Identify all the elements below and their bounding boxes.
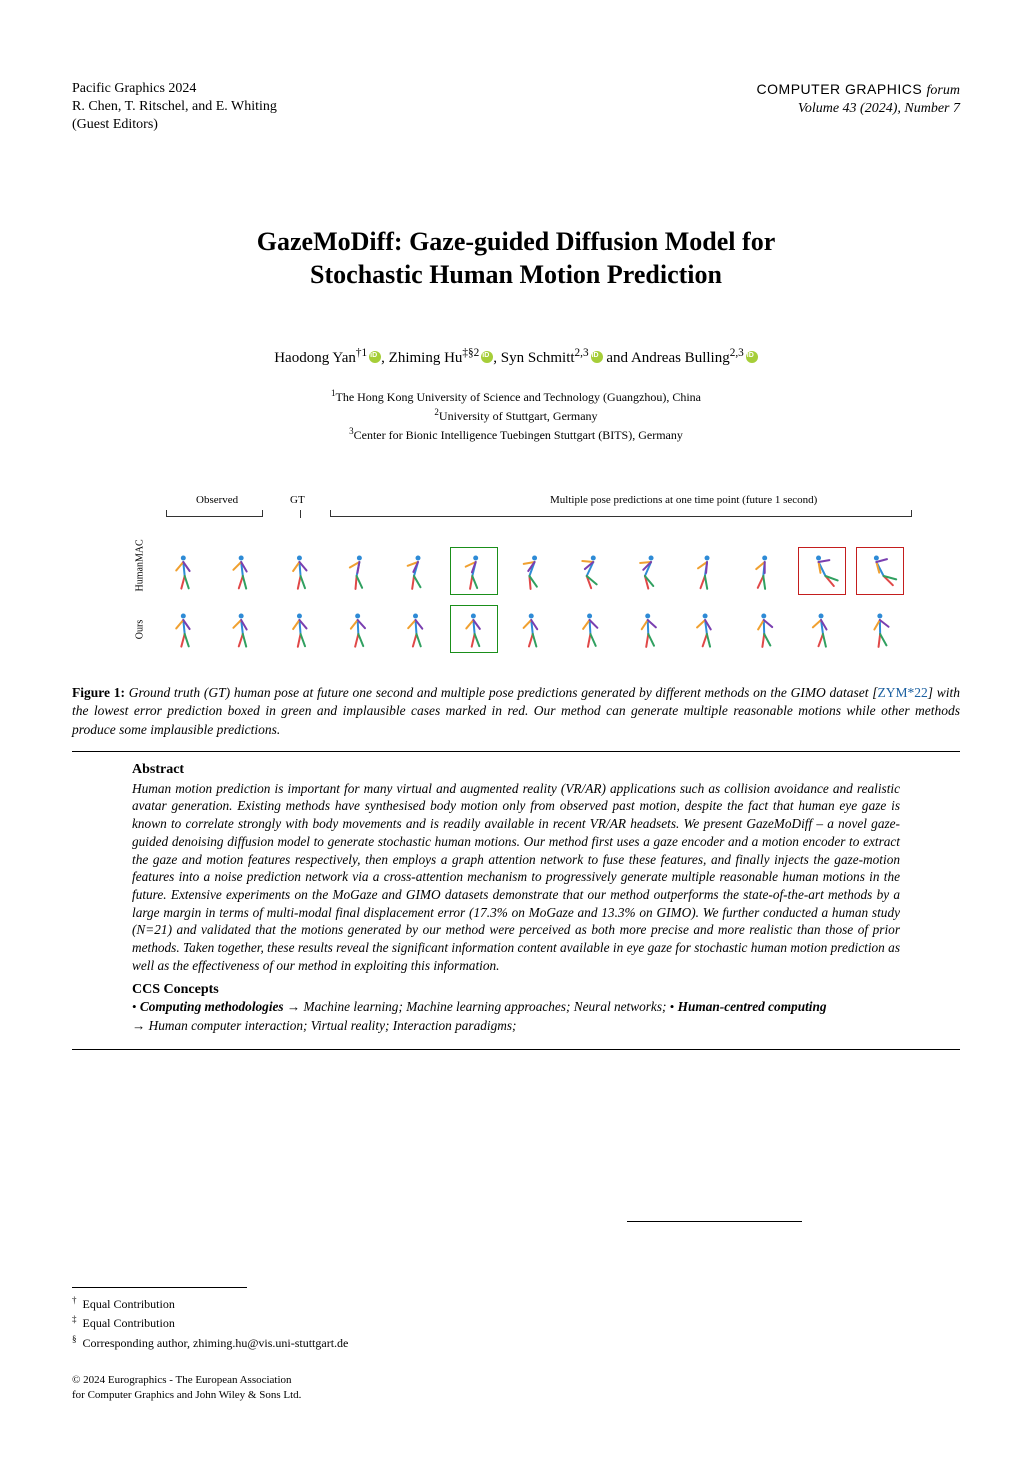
figure-1: Observed GT Multiple pose predictions at… [72, 494, 960, 654]
pose-cell [740, 547, 788, 595]
ccs-heading: CCS Concepts [132, 982, 900, 998]
author-2-marks: ‡§2 [462, 347, 479, 359]
pose-cell [276, 605, 324, 653]
pose-cell [508, 547, 556, 595]
pose-cell [740, 605, 788, 653]
ccs-cat-1: Computing methodologies [140, 999, 284, 1014]
divider-bottom [72, 1049, 960, 1050]
fig-row-ours: Ours [120, 604, 912, 654]
citation-link[interactable]: ZYM*22 [878, 685, 928, 700]
pose-cell [682, 605, 730, 653]
volume-line: Volume 43 (2024), Number 7 [757, 100, 960, 118]
paper-title: GazeMoDiff: Gaze-guided Diffusion Model … [72, 225, 960, 293]
author-1-marks: †1 [356, 347, 367, 359]
copyright-l1: © 2024 Eurographics - The European Assoc… [72, 1373, 301, 1387]
author-3: Syn Schmitt [501, 350, 575, 366]
abstract-block: Abstract Human motion prediction is impo… [72, 762, 960, 1036]
copyright-l2: for Computer Graphics and John Wiley & S… [72, 1388, 301, 1402]
header-left: Pacific Graphics 2024 R. Chen, T. Ritsch… [72, 80, 277, 135]
pose-cell [392, 547, 440, 595]
pose-cell [682, 547, 730, 595]
pose-cell [508, 605, 556, 653]
fig-row-humanmac: HumanMAC [120, 546, 912, 596]
author-2: Zhiming Hu [389, 350, 463, 366]
guest-editors-role: (Guest Editors) [72, 116, 277, 134]
pose-cell [798, 547, 846, 595]
footnote-rule-right [627, 1221, 802, 1222]
pose-cell [624, 547, 672, 595]
ccs-body: • Computing methodologies → Machine lear… [132, 998, 900, 1035]
author-1: Haodong Yan [274, 350, 356, 366]
author-list: Haodong Yan†1, Zhiming Hu‡§2, Syn Schmit… [72, 347, 960, 367]
orcid-icon[interactable] [369, 351, 381, 363]
pose-cell [160, 547, 208, 595]
affiliations: 1The Hong Kong University of Science and… [72, 387, 960, 444]
author-4-marks: 2,3 [730, 347, 744, 359]
pose-cell [798, 605, 846, 653]
pose-cell [450, 605, 498, 653]
ccs-rest-2: Human computer interaction; Virtual real… [149, 1018, 517, 1033]
pose-cell [334, 547, 382, 595]
journal-forum: forum [927, 83, 960, 98]
title-line-2: Stochastic Human Motion Prediction [72, 258, 960, 292]
caption-text-a: Ground truth (GT) human pose at future o… [125, 685, 878, 700]
journal-name: COMPUTER GRAPHICS [757, 81, 923, 97]
pose-cell [392, 605, 440, 653]
header-right: COMPUTER GRAPHICS forum Volume 43 (2024)… [757, 80, 960, 118]
orcid-icon[interactable] [746, 351, 758, 363]
figure-1-caption: Figure 1: Ground truth (GT) human pose a… [72, 684, 960, 739]
pose-cell [218, 605, 266, 653]
brace-predictions [330, 510, 912, 517]
orcid-icon[interactable] [481, 351, 493, 363]
title-line-1: GazeMoDiff: Gaze-guided Diffusion Model … [72, 225, 960, 259]
pose-cell [566, 547, 614, 595]
divider-top [72, 751, 960, 752]
fig-label-observed: Observed [196, 494, 238, 506]
orcid-icon[interactable] [591, 351, 603, 363]
footnote-3: Corresponding author, zhiming.hu@vis.uni… [83, 1336, 349, 1350]
journal-title: COMPUTER GRAPHICS forum [757, 80, 960, 100]
pose-cell [276, 547, 324, 595]
page-header: Pacific Graphics 2024 R. Chen, T. Ritsch… [72, 80, 960, 135]
affil-1: The Hong Kong University of Science and … [335, 390, 701, 404]
pose-cell [856, 547, 904, 595]
caption-label: Figure 1: [72, 685, 125, 700]
poses-row-2 [160, 605, 904, 653]
affil-2: University of Stuttgart, Germany [439, 409, 598, 423]
row-label-humanmac: HumanMAC [135, 551, 146, 591]
footnote-rule [72, 1287, 247, 1288]
pose-cell [218, 547, 266, 595]
footnote-2: Equal Contribution [83, 1316, 175, 1330]
author-3-marks: 2,3 [575, 347, 589, 359]
pose-cell [160, 605, 208, 653]
tick-gt [300, 510, 301, 518]
affil-3: Center for Bionic Intelligence Tuebingen… [354, 428, 683, 442]
fig-label-multi: Multiple pose predictions at one time po… [550, 494, 817, 506]
poses-row-1 [160, 547, 904, 595]
row-label-ours: Ours [135, 609, 146, 649]
abstract-body: Human motion prediction is important for… [132, 780, 900, 974]
fig-label-gt: GT [290, 494, 305, 506]
conf-name: Pacific Graphics 2024 [72, 80, 277, 98]
abstract-heading: Abstract [132, 762, 900, 778]
brace-observed [166, 510, 263, 517]
footnote-1: Equal Contribution [83, 1297, 175, 1311]
author-4: Andreas Bulling [631, 350, 730, 366]
pose-cell [566, 605, 614, 653]
pose-cell [856, 605, 904, 653]
pose-cell [450, 547, 498, 595]
pose-cell [624, 605, 672, 653]
ccs-cat-2: Human-centred computing [678, 999, 827, 1014]
guest-editors: R. Chen, T. Ritschel, and E. Whiting [72, 98, 277, 116]
pose-cell [334, 605, 382, 653]
footnotes: † Equal Contribution ‡ Equal Contributio… [72, 1287, 492, 1352]
copyright: © 2024 Eurographics - The European Assoc… [72, 1373, 301, 1402]
ccs-rest-1: Machine learning; Machine learning appro… [304, 999, 667, 1014]
